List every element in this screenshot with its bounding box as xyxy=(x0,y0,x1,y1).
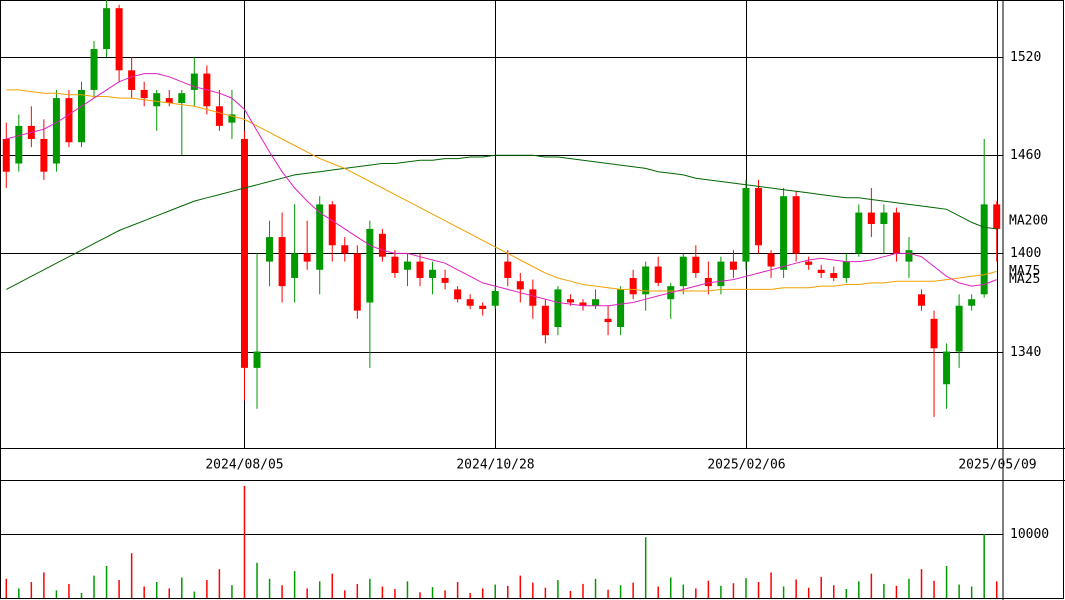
legend-label: MA25 xyxy=(1009,272,1040,287)
candle-body xyxy=(629,277,637,295)
candle-body xyxy=(165,98,173,104)
x-tick-label: 2024/10/28 xyxy=(456,458,534,473)
candle-body xyxy=(353,253,361,311)
candle-body xyxy=(980,204,988,295)
candle-body xyxy=(228,114,236,123)
candle-body xyxy=(717,261,725,287)
candle-body xyxy=(566,299,574,303)
candle-body xyxy=(516,281,524,290)
candle-body xyxy=(403,261,411,270)
candle-body xyxy=(253,351,261,368)
candle-body xyxy=(541,305,549,336)
candle-body xyxy=(466,299,474,306)
candle-body xyxy=(416,261,424,278)
ma-line xyxy=(6,73,997,307)
candle-body xyxy=(755,188,763,246)
candle-body xyxy=(993,204,1001,229)
candle-body xyxy=(429,269,437,278)
candle-body xyxy=(955,305,963,352)
ma-line xyxy=(6,89,997,292)
legend-label: MA200 xyxy=(1009,213,1048,228)
candle-body xyxy=(729,261,737,270)
candle-body xyxy=(140,89,148,99)
candle-body xyxy=(679,256,687,287)
candle-body xyxy=(704,277,712,287)
y-tick-label: 10000 xyxy=(1010,527,1049,542)
candle-body xyxy=(617,289,625,328)
candle-body xyxy=(240,138,248,368)
candle-body xyxy=(654,266,662,283)
candle-body xyxy=(391,256,399,274)
candle-body xyxy=(190,73,198,90)
candle-body xyxy=(15,125,23,164)
candle-body xyxy=(867,212,875,224)
x-tick-label: 2024/08/05 xyxy=(205,458,283,473)
candle-body xyxy=(128,70,136,90)
candle-body xyxy=(842,261,850,278)
candle-body xyxy=(178,93,186,104)
candle-body xyxy=(905,250,913,262)
candle-body xyxy=(2,138,10,172)
candle-body xyxy=(366,228,374,303)
candle-body xyxy=(830,273,838,278)
candle-body xyxy=(454,289,462,300)
candle-body xyxy=(491,291,499,306)
candle-body xyxy=(40,138,48,172)
x-tick-label: 2025/02/06 xyxy=(707,458,785,473)
candle-body xyxy=(968,299,976,306)
candle-body xyxy=(692,256,700,274)
candle-body xyxy=(153,93,161,107)
candle-body xyxy=(742,188,750,262)
candle-body xyxy=(855,212,863,254)
y-tick-label: 1340 xyxy=(1010,345,1041,360)
y-tick-label: 1460 xyxy=(1010,148,1041,163)
candle-body xyxy=(880,212,888,224)
candle-body xyxy=(77,89,85,143)
candle-body xyxy=(341,245,349,254)
candle-body xyxy=(579,302,587,306)
candle-body xyxy=(805,261,813,265)
candle-body xyxy=(52,98,60,164)
candle-body xyxy=(554,289,562,328)
candle-body xyxy=(266,237,274,262)
candle-body xyxy=(792,196,800,254)
candle-body xyxy=(316,204,324,270)
legend-label: MA75 xyxy=(1009,264,1040,279)
candle-body xyxy=(278,237,286,287)
candle-body xyxy=(780,196,788,270)
candle-body xyxy=(767,253,775,267)
candle-body xyxy=(604,318,612,323)
candle-body xyxy=(642,266,650,295)
x-tick-label: 2025/05/09 xyxy=(958,458,1036,473)
candle-body xyxy=(328,204,336,246)
y-tick-label: 1400 xyxy=(1010,246,1041,261)
candle-body xyxy=(592,299,600,306)
candle-body xyxy=(65,98,73,143)
candle-body xyxy=(479,305,487,310)
ma-line xyxy=(6,154,997,290)
candle-body xyxy=(930,318,938,349)
candle-body xyxy=(303,253,311,262)
candle-body xyxy=(529,289,537,306)
candle-body xyxy=(103,8,111,50)
candle-body xyxy=(892,212,900,254)
candle-body xyxy=(504,261,512,278)
candle-body xyxy=(291,253,299,278)
candle-body xyxy=(115,8,123,71)
y-tick-label: 1520 xyxy=(1010,50,1041,65)
candle-body xyxy=(943,351,951,385)
candle-body xyxy=(90,49,98,90)
candle-body xyxy=(817,269,825,274)
candle-body xyxy=(441,277,449,283)
candle-body xyxy=(918,294,926,306)
candle-body xyxy=(378,233,386,257)
candle-body xyxy=(215,106,223,126)
